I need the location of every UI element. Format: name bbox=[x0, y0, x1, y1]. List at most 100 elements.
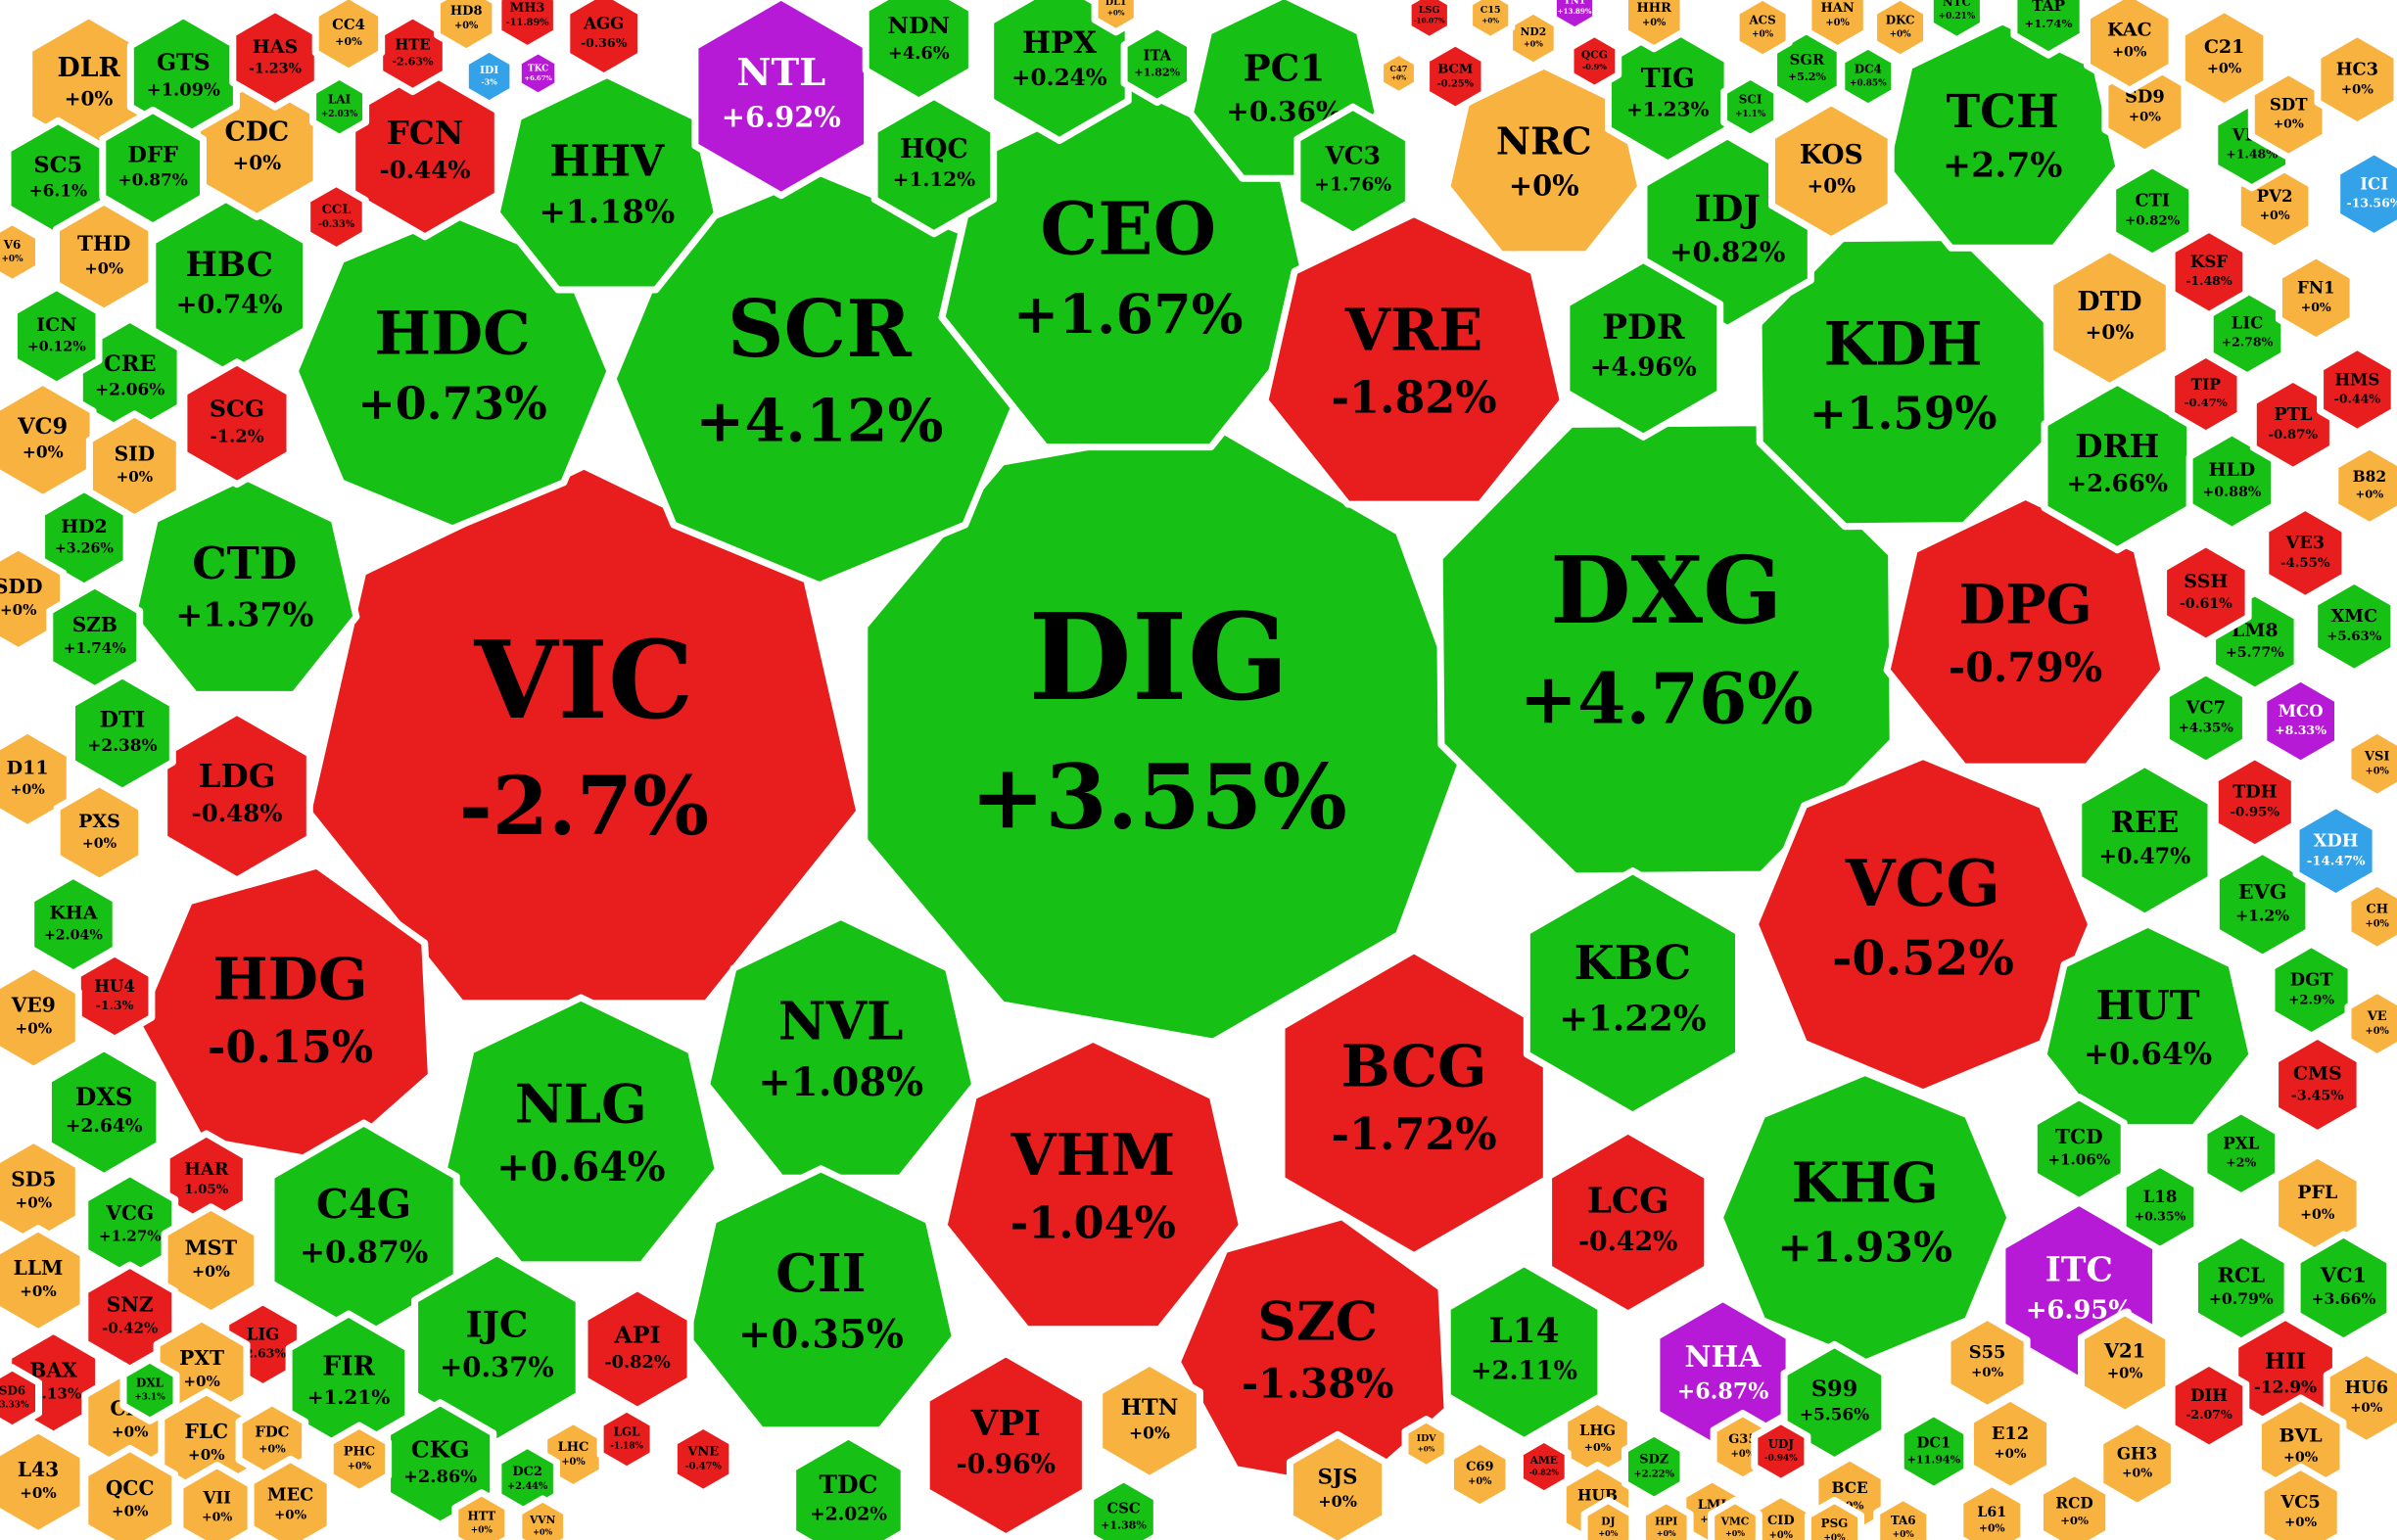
bubble-cms[interactable]: CMS -3.45% bbox=[2272, 1032, 2364, 1138]
bubble-shape-vc3[interactable] bbox=[1293, 103, 1412, 239]
bubble-hhr[interactable]: HHR +0% bbox=[1622, 0, 1687, 53]
bubble-vmc[interactable]: VMC+0% bbox=[1708, 1496, 1762, 1540]
bubble-cti[interactable]: CTI +0.82% bbox=[2109, 162, 2196, 260]
bubble-tn1[interactable]: TN1+13.89% bbox=[1549, 0, 1600, 34]
bubble-ve3[interactable]: VE3 -4.55% bbox=[2262, 503, 2349, 603]
bubble-shape-dc4[interactable] bbox=[1838, 42, 1899, 111]
bubble-shape-han[interactable] bbox=[1805, 0, 1870, 53]
bubble-dih[interactable]: DIH -2.07% bbox=[2168, 1359, 2250, 1452]
bubble-shape-pxs[interactable] bbox=[53, 780, 146, 885]
bubble-vhm[interactable]: VHM -1.04% bbox=[940, 1035, 1246, 1333]
bubble-mst[interactable]: MST +0% bbox=[161, 1203, 261, 1318]
bubble-shape-pdr[interactable] bbox=[1563, 256, 1724, 441]
bubble-shape-cc4[interactable] bbox=[311, 0, 386, 75]
bubble-shape-fn1[interactable] bbox=[2275, 252, 2357, 345]
bubble-shape-gh3[interactable] bbox=[2096, 1417, 2178, 1511]
bubble-shape-ntc[interactable] bbox=[1926, 0, 1987, 44]
bubble-sjs[interactable]: SJS +0% bbox=[1286, 1430, 1389, 1540]
bubble-shape-dxs[interactable] bbox=[44, 1045, 164, 1181]
bubble-c47[interactable]: C47+0% bbox=[1377, 48, 1421, 99]
bubble-shape-agg[interactable] bbox=[563, 0, 644, 80]
bubble-hpi[interactable]: HPI+0% bbox=[1638, 1496, 1694, 1540]
bubble-dig[interactable]: DIG +3.55% bbox=[861, 421, 1476, 1046]
bubble-hdg[interactable]: HDG -0.15% bbox=[134, 862, 435, 1167]
bubble-qcg[interactable]: QCG-0.9% bbox=[1567, 29, 1622, 92]
bubble-vre[interactable]: VRE -1.82% bbox=[1261, 210, 1567, 508]
bubble-shape-dtd[interactable] bbox=[2046, 245, 2173, 391]
bubble-pxl[interactable]: PXL +2% bbox=[2200, 1107, 2282, 1200]
bubble-shape-ldg[interactable] bbox=[161, 708, 313, 884]
bubble-shape-hdg[interactable] bbox=[134, 862, 435, 1167]
bubble-ijc[interactable]: IJC +0.37% bbox=[411, 1249, 583, 1446]
bubble-l43[interactable]: L43+0% bbox=[0, 1426, 87, 1538]
bubble-mco[interactable]: MCO +8.33% bbox=[2260, 675, 2341, 768]
bubble-shape-hms[interactable] bbox=[2317, 343, 2397, 437]
bubble-scg[interactable]: SCG -1.2% bbox=[180, 358, 294, 489]
bubble-shape-tap[interactable] bbox=[2010, 0, 2087, 59]
bubble-shape-ndn[interactable] bbox=[862, 0, 975, 105]
bubble-ndn[interactable]: NDN +4.6% bbox=[862, 0, 975, 105]
bubble-shape-hqc[interactable] bbox=[870, 92, 998, 238]
bubble-ldg[interactable]: LDG -0.48% bbox=[161, 708, 313, 884]
bubble-shape-tn1[interactable] bbox=[1549, 0, 1600, 34]
bubble-shape-vc5[interactable] bbox=[2257, 1463, 2344, 1540]
bubble-shape-s99[interactable] bbox=[1780, 1340, 1889, 1465]
bubble-hdc[interactable]: HDC +0.73% bbox=[291, 210, 614, 533]
bubble-shape-xmc[interactable] bbox=[2311, 577, 2397, 677]
bubble-bcg[interactable]: BCG -1.72% bbox=[1278, 947, 1550, 1260]
bubble-shape-api[interactable] bbox=[581, 1284, 694, 1414]
bubble-v6[interactable]: V6+0% bbox=[0, 217, 42, 287]
bubble-shape-e12[interactable] bbox=[1967, 1394, 2054, 1493]
bubble-shape-hut[interactable] bbox=[2040, 920, 2256, 1132]
bubble-shape-bcm[interactable] bbox=[1423, 39, 1488, 114]
bubble-ita[interactable]: ITA +1.82% bbox=[1120, 23, 1195, 107]
bubble-shape-vmc[interactable] bbox=[1708, 1496, 1762, 1540]
bubble-idi[interactable]: IDI-3% bbox=[461, 45, 517, 108]
bubble-shape-l14[interactable] bbox=[1443, 1260, 1605, 1445]
bubble-shape-acs[interactable] bbox=[1732, 0, 1793, 62]
bubble-shape-csc[interactable] bbox=[1087, 1475, 1160, 1540]
bubble-shape-htn[interactable] bbox=[1096, 1359, 1203, 1483]
bubble-shape-l43[interactable] bbox=[0, 1426, 87, 1538]
bubble-shape-idi[interactable] bbox=[461, 45, 517, 108]
bubble-v21[interactable]: V21+0% bbox=[2078, 1309, 2173, 1417]
bubble-shape-sci[interactable] bbox=[1720, 72, 1781, 141]
bubble-b82[interactable]: B82+0% bbox=[2331, 443, 2397, 530]
bubble-shape-ctd[interactable] bbox=[129, 473, 360, 698]
bubble-szb[interactable]: SZB +1.74% bbox=[46, 582, 144, 693]
bubble-nvl[interactable]: NVL +1.08% bbox=[703, 912, 979, 1182]
bubble-scr[interactable]: SCR +4.12% bbox=[609, 168, 1029, 589]
bubble-shape-cii[interactable] bbox=[683, 1165, 959, 1434]
bubble-ame[interactable]: AME-0.82% bbox=[1517, 1435, 1572, 1498]
bubble-khg[interactable]: KHG +1.93% bbox=[1716, 1069, 2014, 1367]
bubble-shape-dj[interactable] bbox=[1580, 1496, 1636, 1540]
bubble-pdr[interactable]: PDR +4.96% bbox=[1563, 256, 1724, 441]
bubble-shape-ssh[interactable] bbox=[2160, 540, 2252, 645]
bubble-shape-dxg[interactable] bbox=[1435, 419, 1897, 880]
bubble-hpx[interactable]: HPX +0.24% bbox=[987, 0, 1132, 145]
bubble-kha[interactable]: KHA +2.04% bbox=[27, 871, 119, 977]
bubble-shape-szb[interactable] bbox=[46, 582, 144, 693]
bubble-shape-pxl[interactable] bbox=[2200, 1107, 2282, 1200]
bubble-shape-tdh[interactable] bbox=[2211, 753, 2298, 852]
bubble-shape-icn[interactable] bbox=[11, 283, 103, 389]
bubble-shape-vne[interactable] bbox=[670, 1422, 736, 1497]
bubble-tig[interactable]: TIG +1.23% bbox=[1605, 23, 1731, 167]
bubble-tap[interactable]: TAP +1.74% bbox=[2010, 0, 2087, 59]
bubble-shape-ree[interactable] bbox=[2075, 760, 2215, 920]
bubble-rcl[interactable]: RCL +0.79% bbox=[2191, 1231, 2291, 1345]
bubble-shape-dti[interactable] bbox=[69, 672, 176, 795]
bubble-s55[interactable]: S55+0% bbox=[1944, 1313, 2031, 1413]
bubble-c69[interactable]: C69+0% bbox=[1447, 1437, 1513, 1512]
bubble-shape-sjs[interactable] bbox=[1286, 1430, 1389, 1540]
bubble-llm[interactable]: LLM +0% bbox=[0, 1225, 87, 1336]
bubble-shape-vc9[interactable] bbox=[0, 378, 97, 502]
bubble-shape-kac[interactable] bbox=[2084, 0, 2176, 94]
bubble-dgt[interactable]: DGT +2.9% bbox=[2268, 940, 2355, 1040]
bubble-shape-ckg[interactable] bbox=[384, 1399, 497, 1528]
bubble-dpg[interactable]: DPG -0.79% bbox=[1883, 492, 2168, 770]
bubble-shape-dgt[interactable] bbox=[2268, 940, 2355, 1040]
bubble-shape-llm[interactable] bbox=[0, 1225, 87, 1336]
bubble-sdz[interactable]: SDZ +2.22% bbox=[1622, 1429, 1687, 1504]
bubble-shape-sd6[interactable] bbox=[0, 1364, 42, 1432]
